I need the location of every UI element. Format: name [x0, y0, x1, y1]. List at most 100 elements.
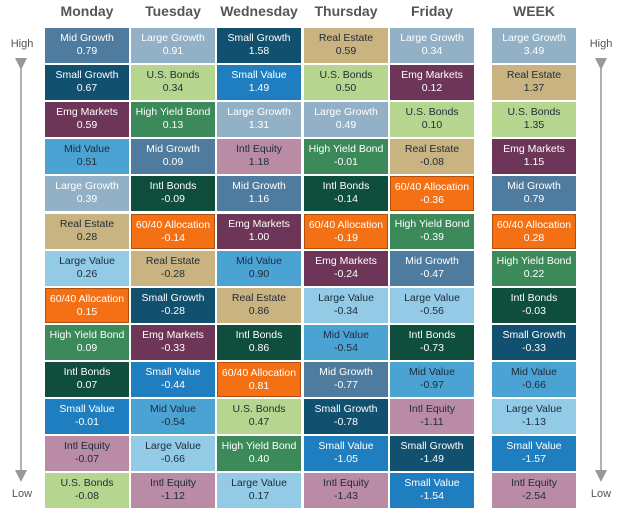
column-header: WEEK	[513, 3, 555, 19]
asset-name: Small Value	[231, 69, 287, 82]
asset-cell: Emg Markets 0.59	[45, 102, 129, 138]
asset-return: -0.14	[161, 231, 185, 244]
asset-cell: Intl Equity -1.11	[390, 399, 474, 434]
asset-name: Small Value	[145, 365, 201, 378]
asset-return: -0.03	[522, 304, 546, 317]
asset-return: 0.47	[248, 416, 270, 428]
asset-cell: Mid Growth 1.16	[217, 176, 301, 212]
asset-cell: Intl Bonds -0.14	[304, 176, 388, 212]
asset-return: -0.66	[161, 453, 185, 466]
asset-cell: Emg Markets 1.00	[217, 213, 301, 249]
asset-return: -0.33	[161, 341, 185, 354]
low-label: Low	[11, 488, 33, 500]
asset-return: 0.81	[248, 379, 270, 392]
asset-cell: High Yield Bond 0.09	[45, 324, 129, 360]
asset-return: -2.54	[522, 490, 546, 503]
asset-return: 0.09	[162, 156, 184, 169]
asset-name: Large Growth	[314, 106, 378, 119]
asset-cell: Large Value 0.17	[217, 473, 301, 509]
asset-name: U.S. Bonds	[507, 106, 561, 119]
asset-cell: Intl Equity 1.18	[217, 139, 301, 175]
asset-name: Large Value	[59, 254, 115, 267]
asset-name: High Yield Bond	[394, 217, 470, 230]
asset-cell: Small Value -1.54	[390, 473, 474, 509]
asset-cell: Real Estate -0.08	[390, 139, 474, 175]
asset-return: -1.49	[420, 453, 444, 466]
asset-cell: Intl Equity -1.43	[304, 473, 388, 509]
asset-return: 1.49	[248, 82, 270, 95]
asset-cell: Emg Markets 0.12	[390, 65, 474, 101]
asset-return: 0.50	[335, 82, 357, 95]
asset-return: -1.43	[334, 490, 358, 503]
asset-return: -0.24	[334, 267, 358, 280]
asset-name: Real Estate	[318, 32, 374, 44]
asset-name: Mid Value	[409, 365, 455, 378]
asset-return: 0.15	[76, 305, 98, 318]
asset-return: -1.54	[420, 490, 444, 503]
asset-cell: Large Growth 1.31	[217, 102, 301, 138]
asset-name: Intl Equity	[63, 440, 111, 453]
asset-name: Intl Equity	[149, 477, 197, 490]
asset-name: Large Value	[318, 291, 374, 304]
asset-return: 3.49	[523, 45, 545, 57]
column-header: Friday	[410, 3, 453, 19]
asset-cell: Intl Bonds -0.09	[131, 176, 215, 212]
asset-name: Intl Equity	[408, 403, 456, 415]
asset-cell: 60/40 Allocation 0.81	[217, 361, 301, 397]
asset-return: -0.66	[522, 378, 546, 391]
asset-return: -0.14	[334, 193, 358, 206]
asset-cell: Intl Bonds 0.86	[217, 324, 301, 360]
asset-cell: Large Growth 0.49	[304, 102, 388, 138]
asset-name: Large Growth	[502, 32, 566, 44]
asset-return: 0.10	[421, 119, 443, 132]
asset-name: Real Estate	[506, 69, 562, 82]
asset-name: 60/40 Allocation	[135, 218, 211, 231]
asset-cell: Large Growth 0.91	[131, 28, 215, 63]
asset-name: Intl Equity	[235, 143, 283, 156]
asset-cell: 60/40 Allocation 0.28	[492, 213, 576, 249]
asset-name: Mid Growth	[60, 32, 114, 44]
column-header: Tuesday	[145, 3, 201, 19]
asset-return: 1.16	[248, 193, 270, 206]
asset-name: Small Growth	[502, 328, 566, 341]
asset-cell: Mid Growth 0.79	[45, 28, 129, 63]
asset-return: 0.17	[248, 490, 270, 503]
asset-return: 0.90	[248, 267, 270, 280]
asset-cell: U.S. Bonds 1.35	[492, 102, 576, 138]
asset-name: Real Estate	[145, 254, 201, 267]
asset-return: 0.28	[523, 231, 545, 244]
asset-cell: Small Value -1.05	[304, 436, 388, 472]
asset-name: 60/40 Allocation	[496, 218, 572, 231]
asset-name: Real Estate	[404, 143, 460, 156]
asset-cell: Mid Growth -0.77	[304, 361, 388, 397]
asset-cell: U.S. Bonds 0.10	[390, 102, 474, 138]
asset-return: 0.26	[76, 267, 98, 280]
asset-return: -0.54	[334, 341, 358, 354]
asset-cell: Small Growth -0.33	[492, 324, 576, 360]
asset-name: Small Growth	[400, 440, 464, 453]
asset-name: Intl Bonds	[149, 180, 197, 193]
asset-cell: Large Growth 0.39	[45, 176, 129, 212]
asset-return: -0.08	[75, 490, 99, 503]
asset-name: Large Value	[145, 440, 201, 453]
asset-return: 0.49	[335, 119, 357, 132]
asset-name: Small Value	[59, 403, 115, 415]
asset-name: High Yield Bond	[496, 254, 572, 267]
asset-return: 0.59	[76, 119, 98, 132]
asset-name: Emg Markets	[142, 328, 204, 341]
asset-name: Mid Growth	[319, 365, 373, 378]
asset-return: 0.22	[523, 267, 545, 280]
asset-name: Intl Bonds	[235, 328, 283, 341]
asset-return: 0.51	[76, 156, 98, 169]
asset-name: 60/40 Allocation	[49, 292, 125, 305]
asset-return: -1.13	[522, 416, 546, 428]
asset-return: 1.15	[523, 156, 545, 169]
asset-cell: High Yield Bond 0.13	[131, 102, 215, 138]
asset-cell: Intl Equity -0.07	[45, 436, 129, 472]
asset-cell: Intl Equity -1.12	[131, 473, 215, 509]
asset-name: 60/40 Allocation	[221, 366, 297, 379]
column-header: Thursday	[314, 3, 378, 19]
asset-name: Emg Markets	[56, 106, 118, 119]
asset-cell: 60/40 Allocation -0.19	[304, 213, 388, 249]
asset-name: Small Value	[318, 440, 374, 453]
